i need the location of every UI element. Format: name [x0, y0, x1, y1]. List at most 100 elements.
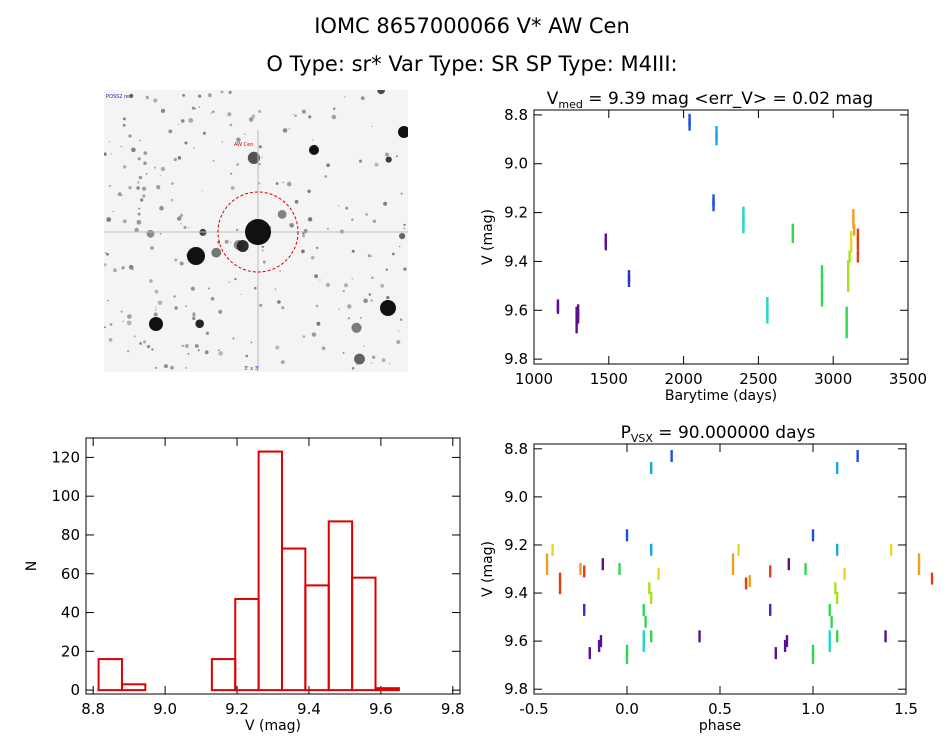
background-star [262, 260, 266, 264]
background-star [370, 255, 372, 257]
bright-star [149, 317, 163, 331]
background-star [207, 93, 212, 98]
background-star [370, 299, 373, 302]
background-star [388, 362, 391, 365]
background-star [254, 286, 257, 290]
background-star [381, 358, 386, 362]
background-star [185, 367, 187, 369]
background-star [319, 279, 321, 281]
background-star [307, 189, 311, 193]
background-star [107, 299, 109, 302]
background-star [143, 151, 148, 155]
background-star [370, 362, 373, 364]
background-star [106, 217, 112, 222]
background-star [351, 322, 362, 333]
background-star [217, 349, 220, 351]
background-star [174, 306, 178, 310]
background-star [154, 289, 159, 294]
background-star [227, 112, 232, 117]
background-star [338, 308, 340, 310]
bright-star [380, 300, 396, 316]
background-star [326, 163, 330, 167]
background-star [220, 90, 224, 94]
plot-frame [533, 109, 909, 365]
background-star [197, 349, 200, 352]
lightcurve-plot-area: 1000 1500 2000 2500 3000 3500 8.8 9.0 9.2 9.4 9.6 9… [480, 106, 927, 404]
background-star [275, 345, 280, 350]
page-subtitle: O Type: sr* Var Type: SR SP Type: M4III: [266, 52, 678, 76]
background-star [383, 201, 388, 206]
background-star [156, 185, 161, 190]
background-star [367, 254, 371, 258]
background-star [368, 293, 372, 296]
background-star [150, 246, 154, 250]
background-star [399, 233, 406, 240]
data-point [845, 316, 848, 329]
background-star [230, 172, 233, 175]
background-star [279, 270, 281, 272]
background-star [127, 314, 132, 319]
background-star [109, 323, 113, 326]
background-star [347, 317, 350, 320]
y-tick-label: 9.6 [504, 301, 528, 319]
background-star [377, 90, 385, 95]
background-star [190, 286, 195, 291]
background-star [275, 182, 279, 185]
background-star [365, 213, 368, 216]
background-star [396, 340, 401, 344]
bright-star [398, 126, 408, 138]
background-star [302, 335, 306, 338]
data-point [604, 238, 608, 251]
background-star [121, 266, 125, 270]
background-star [293, 113, 295, 115]
background-star [301, 109, 306, 114]
star-field [104, 90, 408, 370]
background-star [177, 156, 182, 160]
background-star [204, 350, 209, 355]
bright-star [187, 247, 205, 265]
background-star [110, 153, 112, 155]
background-star [173, 157, 177, 162]
background-star [310, 255, 315, 260]
background-star [358, 159, 363, 163]
background-star [274, 288, 277, 290]
background-star [356, 364, 358, 366]
background-star [229, 123, 233, 127]
background-star [128, 264, 134, 270]
background-star [277, 300, 281, 304]
background-star [386, 296, 390, 300]
background-star [212, 159, 215, 162]
x-tick-label: 2500 [739, 370, 777, 388]
background-star [212, 110, 215, 113]
background-star [104, 152, 107, 156]
y-tick-label: 9.8 [504, 350, 528, 368]
background-star [183, 225, 187, 230]
x-tick-label: 2000 [665, 370, 703, 388]
background-star [154, 366, 157, 369]
background-star [380, 284, 385, 288]
background-star [128, 134, 132, 138]
page-title: IOMC 8657000066 V* AW Cen [314, 14, 630, 38]
background-star [261, 156, 263, 159]
background-star [122, 219, 127, 224]
background-star [184, 141, 188, 145]
data-point [791, 231, 795, 243]
y-tick-label: 9.2 [504, 204, 528, 222]
background-star [230, 242, 232, 244]
background-star [139, 139, 141, 142]
target-circle [217, 191, 299, 273]
background-star [120, 310, 123, 313]
background-star [289, 223, 294, 228]
background-star [132, 269, 134, 271]
background-star [133, 335, 136, 338]
background-star [208, 287, 210, 290]
background-star [120, 145, 123, 148]
background-star [351, 218, 354, 221]
background-star [392, 252, 395, 256]
background-star [159, 232, 162, 235]
background-star [403, 223, 406, 226]
background-star [136, 186, 140, 190]
background-star [137, 212, 141, 216]
background-star [184, 344, 189, 348]
